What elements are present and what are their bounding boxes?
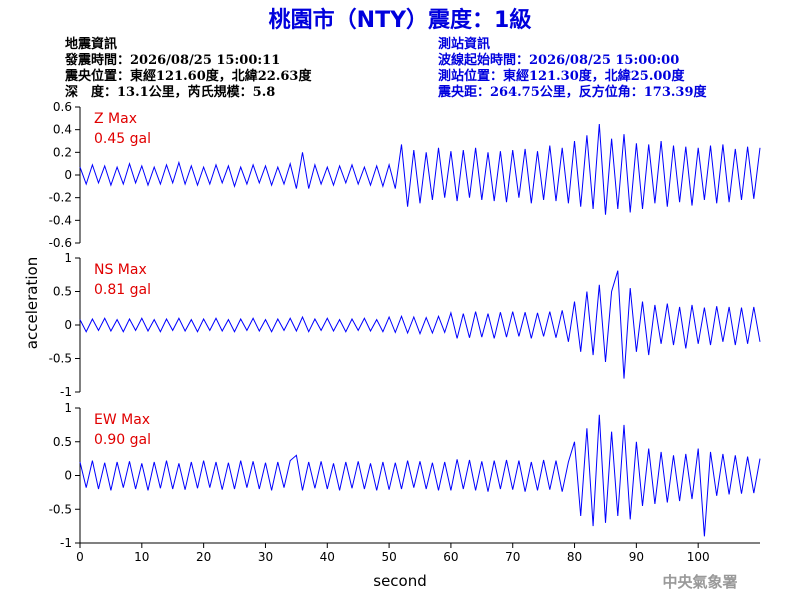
event-line: 深 度：13.1公里，芮氏規模：5.8 [65,84,275,100]
station-line: 測站位置：東經121.30度，北緯25.00度 [438,68,685,84]
waveform [79,414,761,537]
y-tick-label: 0 [64,469,72,483]
y-tick-label: 0.5 [53,435,72,449]
y-tick-label: -0.5 [49,502,72,516]
max-title: NS Max [94,262,147,278]
y-tick-label: -1 [60,536,72,550]
x-tick-label: 0 [76,550,84,564]
y-tick-label: 0.4 [53,123,72,137]
x-tick-label: 30 [258,550,273,564]
y-tick-label: 0 [64,318,72,332]
y-tick-label: 1 [64,251,72,265]
y-tick-label: -0.6 [49,236,72,250]
y-tick-label: 0.5 [53,285,72,299]
y-tick-label: 0.2 [53,145,72,159]
y-tick-label: -0.5 [49,352,72,366]
y-axis-label: acceleration [23,257,41,349]
x-tick-label: 50 [381,550,396,564]
max-value: 0.90 gal [94,432,151,448]
station-heading: 測站資訊 [438,36,490,52]
event-info: 地震資訊 發震時間：2026/08/25 15:00:11 震央位置：東經121… [64,36,312,100]
x-tick-label: 60 [443,550,458,564]
y-tick-label: -0.4 [49,213,72,227]
station-line: 波線起始時間：2026/08/25 15:00:00 [438,52,679,68]
waveform [79,270,761,379]
event-line: 震央位置：東經121.60度，北緯22.63度 [64,68,312,84]
x-tick-label: 40 [320,550,335,564]
station-line: 震央距：264.75公里，反方位角：173.39度 [437,84,708,100]
x-tick-label: 10 [134,550,149,564]
max-title: Z Max [94,111,137,127]
footer: 中央氣象署 [662,573,737,591]
y-tick-label: -0.2 [49,191,72,205]
waveform [79,123,761,215]
chart-title: 桃園市（NTY）震度：1級 [269,7,532,33]
x-tick-label: 100 [687,550,710,564]
max-value: 0.45 gal [94,131,151,147]
y-tick-label: 0 [64,168,72,182]
event-heading: 地震資訊 [65,36,117,52]
max-value: 0.81 gal [94,282,151,298]
x-axis-label: second [373,572,427,590]
x-tick-label: 70 [505,550,520,564]
x-tick-label: 90 [629,550,644,564]
event-line: 發震時間：2026/08/25 15:00:11 [64,52,280,68]
station-info: 測站資訊 波線起始時間：2026/08/25 15:00:00 測站位置：東經1… [437,36,708,100]
y-tick-label: 1 [64,401,72,415]
x-tick-label: 80 [567,550,582,564]
max-title: EW Max [94,412,150,428]
x-tick-label: 20 [196,550,211,564]
y-tick-label: 0.6 [53,100,72,114]
y-tick-label: -1 [60,385,72,399]
